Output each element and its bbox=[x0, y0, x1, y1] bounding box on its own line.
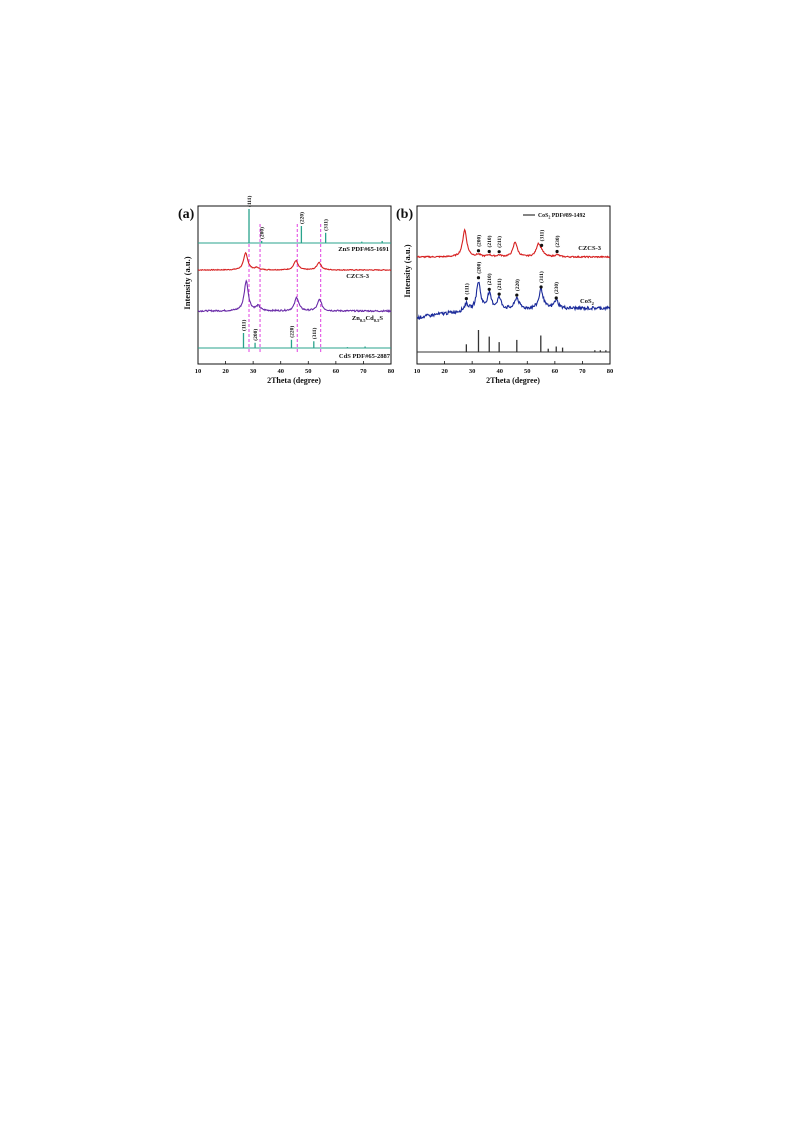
series-line-czcs-3-panel-a bbox=[197, 251, 392, 272]
peak-label-panel-b-4: (230) bbox=[554, 235, 561, 247]
series-line-cos2-panel-b bbox=[416, 281, 611, 321]
peak-label-panel-a-1: (200) bbox=[259, 227, 266, 239]
panel-b-annotations: (200) (210) (211)(311) (230)(111)(200)(210)… bbox=[463, 230, 561, 301]
panel-b-xtick-label-20: 20 bbox=[441, 368, 448, 375]
peak-label-panel-a-7: (311) bbox=[311, 327, 318, 339]
peak-marker-panel-b-4 bbox=[555, 249, 559, 254]
panel-a-xtick-label-30: 30 bbox=[250, 368, 257, 375]
series-cds-pdf-65-2887-panel-a bbox=[198, 333, 391, 349]
trace-label-cds-ref: CdS PDF#65-2887 bbox=[339, 353, 391, 360]
trace-label-czcs3-a: CZCS-3 bbox=[346, 273, 370, 280]
panel-a-ref-lines bbox=[248, 224, 322, 352]
peak-label-panel-b-3: (311) bbox=[539, 230, 546, 242]
peak-marker-panel-b-2 bbox=[497, 250, 501, 254]
panel-b-ylabel: Intensity (a.u.) bbox=[402, 244, 412, 297]
series-line-czcs-3-panel-b bbox=[416, 228, 611, 259]
peak-label-panel-b-1: (210) bbox=[486, 235, 493, 247]
peak-marker-panel-b-8 bbox=[497, 292, 501, 296]
panel-b-xlabel: 2Theta (degree) bbox=[486, 376, 540, 385]
peak-label-panel-a-3: (311) bbox=[323, 219, 330, 231]
peak-label-panel-b-6: (200) bbox=[475, 262, 482, 274]
panel-a-xtick-label-70: 70 bbox=[360, 368, 367, 375]
panel-b-xtick-label-60: 60 bbox=[552, 368, 559, 375]
panel-b-label: (b) bbox=[396, 207, 413, 222]
peak-label-panel-b-5: (111) bbox=[463, 283, 470, 294]
panel-a-annotations: (111) (200) (220) (311) (111) (200) (220) (311) bbox=[240, 196, 329, 341]
peak-marker-panel-b-0 bbox=[476, 249, 481, 253]
trace-label-czcs3-b: CZCS-3 bbox=[578, 245, 602, 252]
panel-a-traces bbox=[197, 209, 392, 349]
legend-entry: CoS2 PDF#89-1492 bbox=[538, 213, 585, 220]
panel-b: (b) (200) (210) (211)(311) (230)(111)(200)(… bbox=[396, 205, 614, 385]
panel-b-xtick-label-70: 70 bbox=[579, 368, 586, 375]
trace-label-zns-ref: ZnS PDF#65-1691 bbox=[338, 246, 389, 253]
panel-b-xtick-label-40: 40 bbox=[496, 368, 503, 375]
peak-label-panel-b-2: (211) bbox=[496, 236, 503, 248]
peak-label-panel-a-2: (220) bbox=[298, 212, 305, 224]
peak-label-panel-b-9: (220) bbox=[514, 279, 521, 291]
panel-a-xtick-label-80: 80 bbox=[388, 368, 395, 375]
series-line-zn0-5cd0-5s-panel-a bbox=[197, 279, 392, 313]
panel-b-xtick-label-50: 50 bbox=[524, 368, 531, 375]
peak-marker-panel-b-11 bbox=[554, 296, 558, 300]
panel-a: (a) (111)(200)(220)(311)(111)(200) (220)(… bbox=[178, 196, 394, 385]
peak-label-panel-b-7: (210) bbox=[486, 273, 493, 285]
peak-marker-panel-b-1 bbox=[487, 249, 491, 254]
panel-a-label: (a) bbox=[178, 207, 195, 222]
panel-b-xtick-label-10: 10 bbox=[414, 368, 421, 375]
panel-a-xtick-label-40: 40 bbox=[277, 368, 284, 375]
peak-marker-panel-b-9 bbox=[515, 293, 519, 297]
series-czcs-3-panel-a bbox=[197, 251, 392, 272]
peak-marker-panel-b-3 bbox=[540, 243, 544, 247]
panel-b-xtick-label-30: 30 bbox=[469, 368, 476, 375]
series-zns-pdf-65-1691-panel-a bbox=[198, 209, 391, 244]
panel-a-xtick-label-20: 20 bbox=[222, 368, 229, 375]
series-cos2-pdf-89-1492-panel-b bbox=[417, 330, 610, 353]
peak-label-panel-b-10: (311) bbox=[538, 271, 545, 283]
panel-b-x-ticks: 10 20 30 40 50 60 70 80 bbox=[414, 361, 614, 375]
panel-a-xlabel: 2Theta (degree) bbox=[267, 376, 321, 385]
peak-marker-panel-b-7 bbox=[487, 287, 491, 291]
panel-b-traces bbox=[416, 228, 611, 353]
peak-label-panel-b-0: (200) bbox=[475, 235, 482, 247]
trace-label-zncds: Zn0.5Cd0.5S bbox=[352, 315, 384, 323]
panel-a-xtick-label-50: 50 bbox=[305, 368, 312, 375]
panel-a-plot-frame bbox=[197, 205, 392, 365]
panel-b-plot-frame bbox=[416, 205, 611, 365]
peak-label-panel-a-4: (111) bbox=[240, 320, 247, 331]
peak-label-panel-a-6: (220) bbox=[288, 326, 295, 338]
peak-label-panel-a-0: (111) bbox=[246, 196, 253, 207]
peak-label-panel-b-8: (211) bbox=[496, 278, 503, 290]
panel-a-xtick-label-10: 10 bbox=[195, 368, 202, 375]
series-zn0-5cd0-5s-panel-a bbox=[197, 279, 392, 313]
peak-label-panel-a-5: (200) bbox=[252, 329, 259, 341]
panel-a-x-ticks: 10 20 30 40 50 60 70 80 bbox=[195, 361, 395, 375]
panel-a-ylabel: Intensity (a.u.) bbox=[182, 256, 192, 309]
series-cos2-panel-b bbox=[416, 281, 611, 321]
peak-marker-panel-b-6 bbox=[476, 276, 481, 280]
peak-label-panel-b-11: (230) bbox=[553, 282, 560, 294]
peak-marker-panel-b-10 bbox=[539, 285, 543, 289]
trace-label-cos2: CoS2 bbox=[580, 298, 595, 306]
series-czcs-3-panel-b bbox=[416, 228, 611, 259]
panel-b-xtick-label-80: 80 bbox=[607, 368, 614, 375]
panel-a-xtick-label-60: 60 bbox=[333, 368, 340, 375]
peak-marker-panel-b-5 bbox=[464, 296, 468, 301]
